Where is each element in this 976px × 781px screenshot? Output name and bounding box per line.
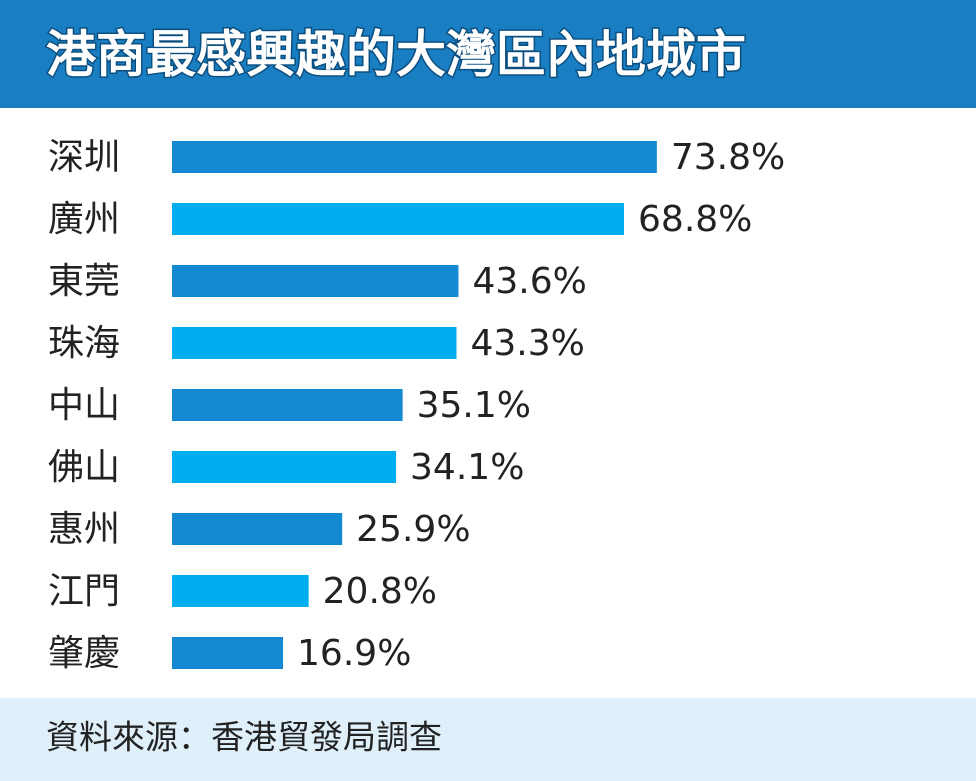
bar	[172, 327, 457, 359]
value-label: 35.1%	[417, 385, 531, 426]
category-label: 江門	[48, 571, 120, 612]
category-label: 珠海	[48, 323, 120, 364]
category-label: 肇慶	[48, 633, 120, 674]
category-label: 中山	[48, 385, 120, 426]
bar	[172, 203, 625, 235]
title-band	[0, 0, 976, 108]
value-label: 16.9%	[297, 633, 411, 674]
category-label: 東莞	[48, 261, 120, 302]
source-note: 資料來源：香港貿發局調查	[46, 718, 442, 757]
value-label: 68.8%	[638, 199, 752, 240]
value-label: 73.8%	[671, 137, 785, 178]
value-label: 43.6%	[472, 261, 586, 302]
category-label: 惠州	[48, 509, 120, 550]
bar	[172, 513, 343, 545]
value-label: 34.1%	[410, 447, 524, 488]
category-label: 廣州	[48, 199, 120, 240]
bar	[172, 389, 403, 421]
chart-title: 港商最感興趣的大灣區內地城市	[46, 26, 746, 84]
category-label: 佛山	[48, 447, 120, 488]
value-label: 43.3%	[470, 323, 584, 364]
bar	[172, 575, 309, 607]
value-label: 20.8%	[323, 571, 437, 612]
category-label: 深圳	[48, 137, 120, 178]
bar	[172, 265, 459, 297]
bar	[172, 141, 657, 173]
bar	[172, 451, 397, 483]
source-band	[0, 698, 976, 781]
bar	[172, 637, 284, 669]
value-label: 25.9%	[356, 509, 470, 550]
